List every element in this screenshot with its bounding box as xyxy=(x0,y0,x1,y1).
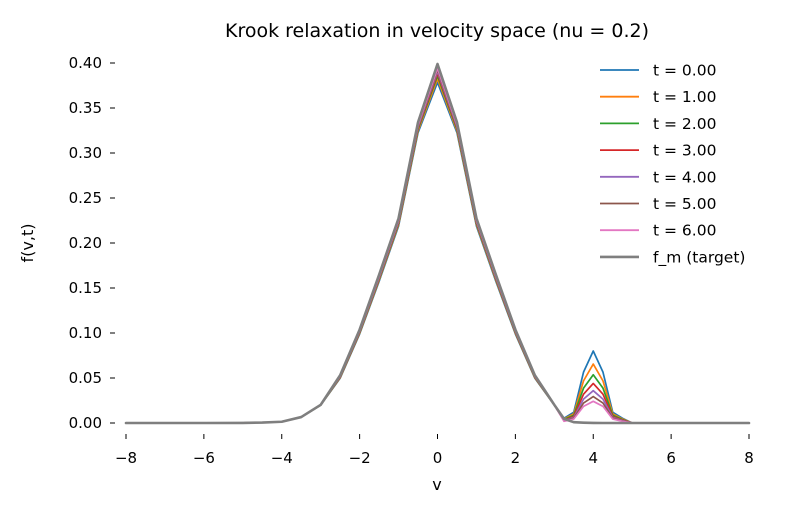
x-tick-label: −2 xyxy=(349,449,371,467)
y-axis-label: f(v,t) xyxy=(18,224,37,263)
x-tick-label: −6 xyxy=(193,449,215,467)
x-tick-label: −4 xyxy=(271,449,293,467)
series-layer xyxy=(124,62,751,425)
x-axis-ticks: −8 −6 −4 −2 0 2 4 6 8 xyxy=(115,434,754,467)
legend-label-5: t = 5.00 xyxy=(653,195,716,213)
y-tick-label: 0.05 xyxy=(69,369,102,387)
y-tick-label: 0.30 xyxy=(69,144,102,162)
y-tick-label: 0.20 xyxy=(69,234,102,252)
y-tick-label: 0.40 xyxy=(69,54,102,72)
legend: t = 0.00 t = 1.00 t = 2.00 t = 3.00 t = 4.00… xyxy=(600,62,745,267)
y-tick-label: 0.15 xyxy=(69,279,102,297)
x-axis-label: v xyxy=(432,475,441,494)
legend-label-1: t = 1.00 xyxy=(653,88,716,106)
x-tick-label: −8 xyxy=(115,449,137,467)
y-tick-label: 0.35 xyxy=(69,99,102,117)
legend-label-6: t = 6.00 xyxy=(653,222,716,240)
legend-label-0: t = 0.00 xyxy=(653,62,716,80)
x-tick-label: 0 xyxy=(433,449,443,467)
legend-label-4: t = 4.00 xyxy=(653,168,716,186)
y-tick-label: 0.25 xyxy=(69,189,102,207)
x-tick-label: 6 xyxy=(666,449,676,467)
y-tick-label: 0.10 xyxy=(69,324,102,342)
y-axis-ticks: 0.00 0.05 0.10 0.15 0.20 0.25 0.30 0.35 0.40 xyxy=(69,54,115,432)
y-tick-label: 0.00 xyxy=(69,414,102,432)
legend-label-3: t = 3.00 xyxy=(653,142,716,160)
x-tick-label: 2 xyxy=(511,449,521,467)
series-line-7 xyxy=(124,62,751,425)
chart-title: Krook relaxation in velocity space (nu =… xyxy=(225,20,649,42)
legend-label-7: f_m (target) xyxy=(653,248,745,267)
x-tick-label: 4 xyxy=(588,449,598,467)
legend-label-2: t = 2.00 xyxy=(653,115,716,133)
x-tick-label: 8 xyxy=(744,449,754,467)
